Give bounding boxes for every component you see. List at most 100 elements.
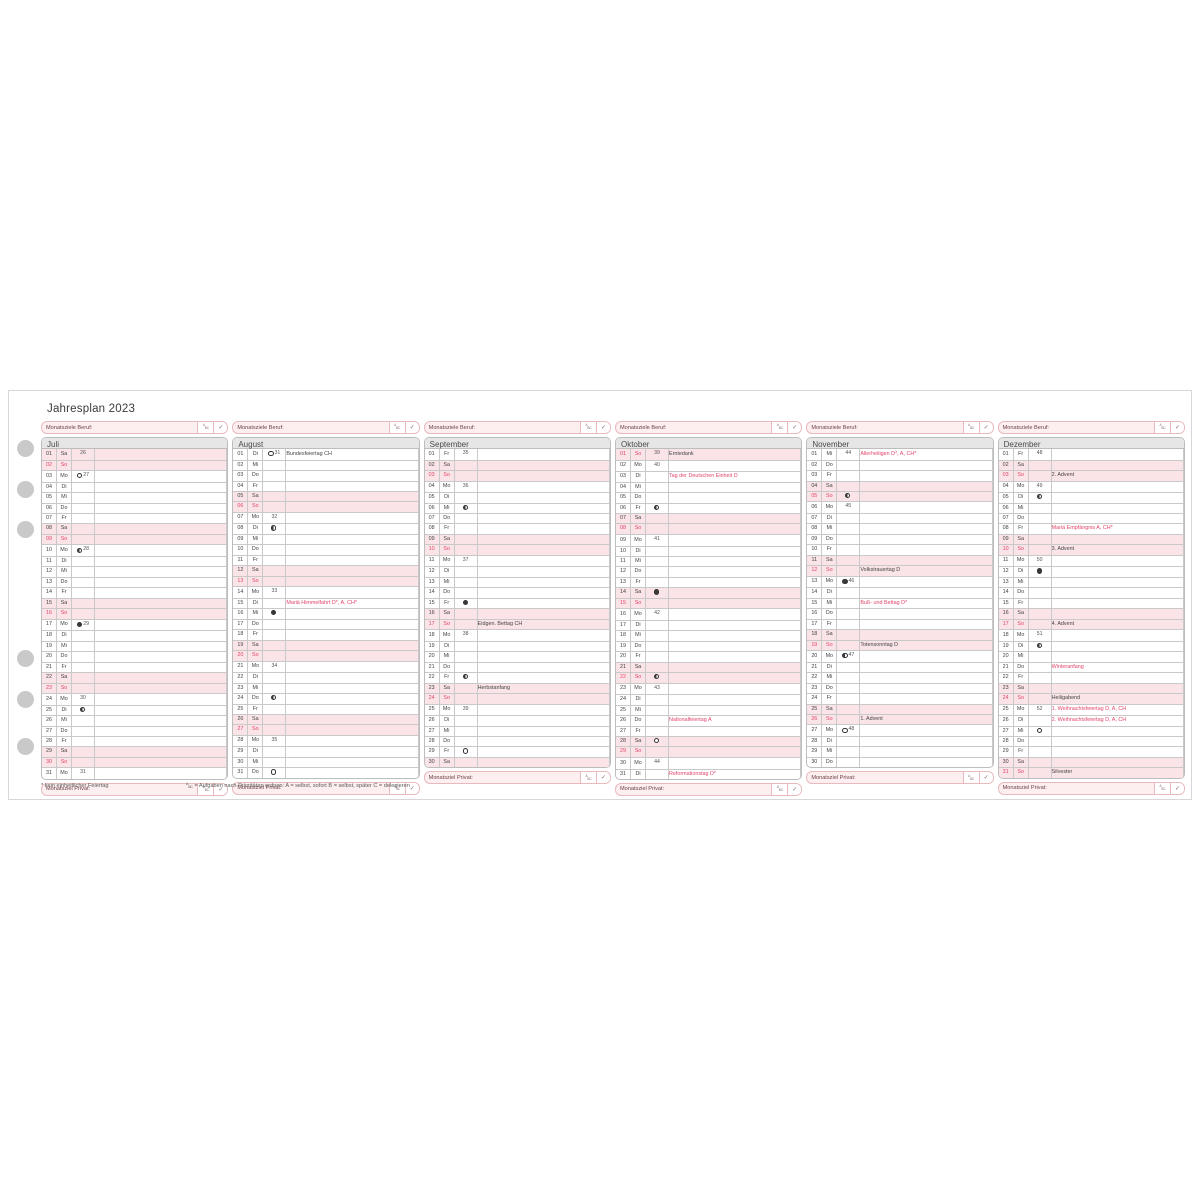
day-row[interactable]: 16 So xyxy=(42,608,228,620)
day-row[interactable]: 25 Sa xyxy=(807,703,993,715)
day-row[interactable]: 15 Fr xyxy=(424,597,610,609)
day-row[interactable]: 20 Mi xyxy=(998,651,1184,663)
day-row[interactable]: 08 Fr xyxy=(424,523,610,535)
holiday-note[interactable] xyxy=(94,672,228,684)
day-row[interactable]: 27 Do xyxy=(42,725,228,737)
holiday-note[interactable]: Silvester xyxy=(1051,767,1184,778)
monatsziele-beruf-0[interactable]: Monatsziele Beruf: ABC ✓ xyxy=(41,421,229,434)
holiday-note[interactable] xyxy=(477,629,610,642)
holiday-note[interactable] xyxy=(859,735,993,747)
holiday-note[interactable] xyxy=(477,492,610,504)
holiday-note[interactable] xyxy=(285,608,419,620)
day-row[interactable]: 26 So 1. Advent xyxy=(807,713,993,725)
holiday-note[interactable] xyxy=(285,544,419,556)
day-row[interactable]: 10 So xyxy=(424,544,610,556)
day-row[interactable]: 22 Di xyxy=(233,672,419,684)
priority-abc-icon[interactable]: ABC xyxy=(579,422,596,433)
day-row[interactable]: 22 Fr xyxy=(424,672,610,684)
day-row[interactable]: 03 So 2. Advent xyxy=(998,470,1184,482)
day-row[interactable]: 09 Sa xyxy=(424,533,610,545)
day-row[interactable]: 15 So xyxy=(615,597,802,609)
day-row[interactable]: 30 Mo 44 xyxy=(615,756,802,770)
holiday-note[interactable] xyxy=(94,513,228,524)
day-row[interactable]: 23 Do xyxy=(807,682,993,694)
day-row[interactable]: 28 Di xyxy=(807,735,993,747)
day-row[interactable]: 25 Fr xyxy=(233,703,419,715)
day-row[interactable]: 23 Mi xyxy=(233,682,419,694)
day-row[interactable]: 30 Do xyxy=(807,756,993,768)
holiday-note[interactable] xyxy=(477,735,610,747)
holiday-note[interactable] xyxy=(477,513,610,524)
holiday-note[interactable] xyxy=(859,650,993,663)
day-row[interactable]: 26 Di xyxy=(424,715,610,727)
day-row[interactable]: 17 So 4. Advent xyxy=(998,618,1184,630)
day-row[interactable]: 04 Mo 36 xyxy=(424,480,610,493)
check-icon[interactable]: ✓ xyxy=(978,772,993,784)
day-row[interactable]: 31 Di Reformationstag D* xyxy=(615,768,802,779)
holiday-note[interactable] xyxy=(668,523,802,535)
monatsziel-privat-5[interactable]: Monatsziel Privat: ABC ✓ xyxy=(997,781,1185,795)
holiday-note[interactable] xyxy=(1051,725,1184,737)
day-row[interactable]: 23 Mo 43 xyxy=(615,682,802,695)
day-row[interactable]: 06 Fr xyxy=(615,502,802,514)
day-row[interactable]: 23 Sa xyxy=(998,682,1184,694)
holiday-note[interactable] xyxy=(859,533,993,545)
day-row[interactable]: 18 Di xyxy=(42,630,228,642)
holiday-note[interactable] xyxy=(477,480,610,493)
holiday-note[interactable] xyxy=(859,459,993,471)
holiday-note[interactable] xyxy=(859,756,993,768)
holiday-note[interactable]: 1. Advent xyxy=(859,713,993,725)
holiday-note[interactable] xyxy=(94,502,228,514)
day-row[interactable]: 19 Di xyxy=(998,640,1184,652)
holiday-note[interactable]: 3. Advent xyxy=(1051,544,1184,556)
day-row[interactable]: 20 Mi xyxy=(424,651,610,663)
holiday-note[interactable] xyxy=(94,640,228,652)
holiday-note[interactable] xyxy=(94,735,228,747)
day-row[interactable]: 14 Sa xyxy=(615,587,802,599)
holiday-note[interactable] xyxy=(859,608,993,620)
holiday-note[interactable]: Eidgen. Bettag CH xyxy=(477,618,610,630)
holiday-note[interactable] xyxy=(668,492,802,504)
holiday-note[interactable] xyxy=(477,715,610,727)
holiday-note[interactable] xyxy=(668,746,802,758)
day-row[interactable]: 26 Do Nationalfeiertag A xyxy=(615,715,802,727)
day-row[interactable]: 04 Sa xyxy=(807,480,993,492)
day-row[interactable]: 20 So xyxy=(233,650,419,662)
holiday-note[interactable] xyxy=(477,693,610,704)
holiday-note[interactable] xyxy=(668,587,802,599)
day-row[interactable]: 23 So xyxy=(42,682,228,694)
monatsziel-privat-0[interactable]: Monatsziel Privat: ABC ✓ xyxy=(41,782,229,796)
day-row[interactable]: 07 Sa xyxy=(615,513,802,524)
day-row[interactable]: 12 Mi xyxy=(42,566,228,578)
holiday-note[interactable] xyxy=(94,449,228,461)
check-icon[interactable]: ✓ xyxy=(404,422,419,433)
holiday-note[interactable] xyxy=(285,511,419,524)
monatsziel-privat-1[interactable]: Monatsziel Privat: ABC ✓ xyxy=(232,781,420,795)
day-row[interactable]: 02 Sa xyxy=(424,459,610,471)
holiday-note[interactable] xyxy=(285,501,419,513)
day-row[interactable]: 07 Fr xyxy=(42,513,228,524)
day-row[interactable]: 01 Fr 35 xyxy=(424,449,610,461)
day-row[interactable]: 12 So Volkstrauertag D xyxy=(807,565,993,577)
day-row[interactable]: 13 Mi xyxy=(424,576,610,588)
holiday-note[interactable] xyxy=(94,470,228,483)
day-row[interactable]: 06 Mi xyxy=(424,502,610,514)
day-row[interactable]: 29 Sa xyxy=(42,746,228,758)
holiday-note[interactable] xyxy=(477,651,610,663)
holiday-note[interactable] xyxy=(859,523,993,535)
holiday-note[interactable]: Buß- und Bettag D* xyxy=(859,597,993,609)
holiday-note[interactable] xyxy=(668,704,802,716)
day-row[interactable]: 09 So xyxy=(42,533,228,545)
day-row[interactable]: 28 Mo 35 xyxy=(233,734,419,747)
day-row[interactable]: 02 Do xyxy=(807,459,993,471)
day-row[interactable]: 24 So xyxy=(424,693,610,704)
day-row[interactable]: 19 Do xyxy=(615,640,802,652)
day-row[interactable]: 06 Mo 45 xyxy=(807,501,993,514)
day-row[interactable]: 07 Di xyxy=(807,513,993,524)
day-row[interactable]: 27 Mi xyxy=(424,725,610,737)
priority-abc-icon[interactable]: ABC xyxy=(388,782,405,794)
holiday-note[interactable] xyxy=(668,661,802,673)
monatsziel-privat-2[interactable]: Monatsziel Privat: ABC ✓ xyxy=(423,771,611,785)
holiday-note[interactable] xyxy=(94,715,228,727)
day-row[interactable]: 02 So xyxy=(42,459,228,471)
